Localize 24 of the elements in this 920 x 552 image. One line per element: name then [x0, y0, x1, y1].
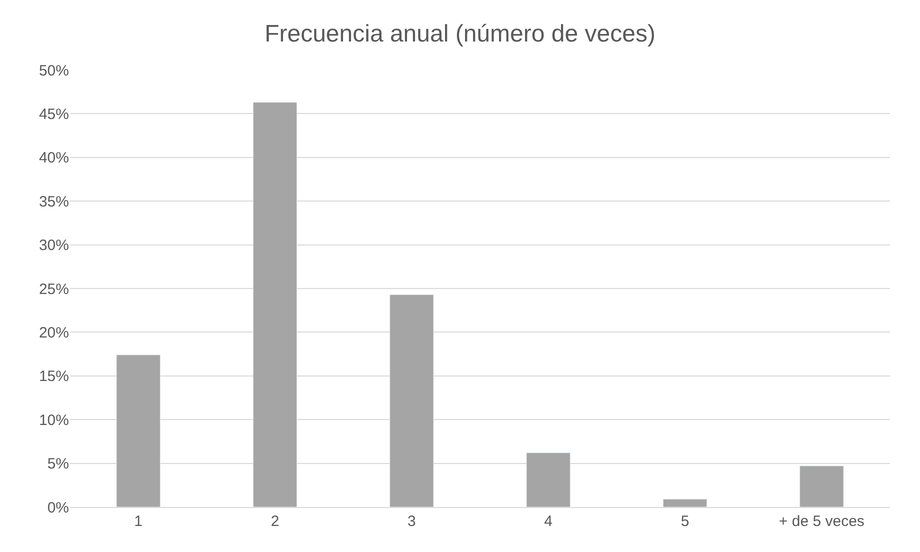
y-tick-label: 5% — [47, 456, 69, 473]
x-tick-label: 1 — [134, 513, 142, 530]
bar — [662, 498, 708, 507]
bar — [252, 102, 298, 507]
x-tick-label: + de 5 veces — [778, 513, 864, 530]
y-tick-label: 10% — [38, 412, 69, 429]
x-tick-label: 4 — [544, 513, 552, 530]
x-tick-label: 5 — [680, 513, 690, 530]
y-tick-label: 0% — [47, 499, 69, 516]
x-tick-label: 3 — [408, 513, 416, 530]
y-tick-label: 25% — [38, 280, 69, 298]
y-tick-label: 15% — [38, 368, 69, 386]
x-tick-label: 2 — [270, 513, 280, 530]
bar — [116, 354, 160, 507]
y-tick-label: 50% — [38, 62, 69, 80]
bar — [800, 466, 844, 507]
y-tick-label: 40% — [38, 150, 69, 167]
bar — [526, 452, 570, 507]
y-tick-label: 35% — [38, 193, 69, 210]
bar — [390, 294, 434, 507]
y-tick-label: 30% — [38, 237, 69, 254]
chart-title: Frecuencia anual (número de veces) — [264, 20, 656, 48]
y-tick-label: 45% — [38, 106, 69, 123]
y-tick-label: 20% — [38, 324, 69, 342]
